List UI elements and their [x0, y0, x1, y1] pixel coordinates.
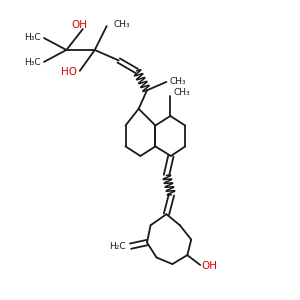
Text: OH: OH: [201, 261, 218, 271]
Text: OH: OH: [72, 20, 88, 30]
Text: H₂C: H₂C: [109, 242, 125, 251]
Text: CH₃: CH₃: [169, 77, 186, 86]
Text: CH₃: CH₃: [173, 88, 190, 97]
Text: H₃C: H₃C: [24, 58, 41, 67]
Text: H₃C: H₃C: [24, 33, 41, 42]
Text: CH₃: CH₃: [114, 20, 130, 29]
Text: HO: HO: [61, 68, 77, 77]
